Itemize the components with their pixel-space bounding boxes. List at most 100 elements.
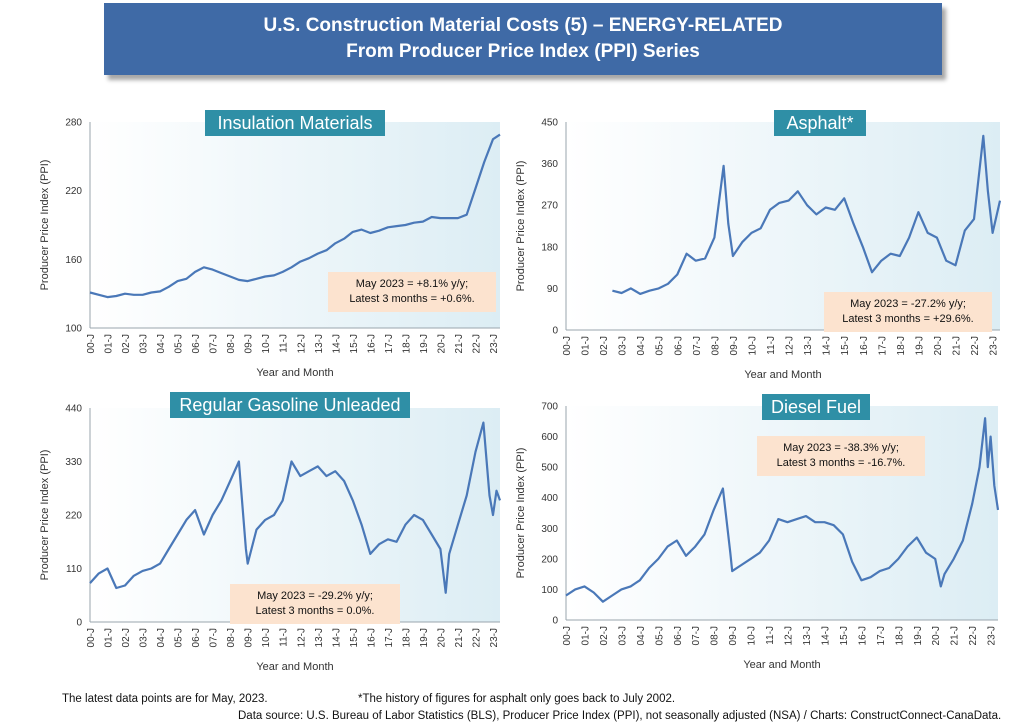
x-tick-label: 10-J	[261, 628, 272, 647]
x-tick-label: 03-J	[139, 628, 150, 647]
x-tick-label: 21-J	[454, 628, 465, 647]
x-tick-label: 12-J	[296, 628, 307, 647]
y-tick-label: 280	[65, 118, 82, 129]
x-tick-label: 01-J	[104, 628, 115, 647]
footer-latest-note: The latest data points are for May, 2023…	[62, 693, 268, 705]
x-tick-label: 09-J	[244, 628, 255, 647]
x-axis-label: Year and Month	[256, 367, 333, 379]
y-tick-label: 100	[541, 585, 558, 596]
x-tick-label: 00-J	[86, 628, 97, 647]
x-tick-label: 18-J	[896, 336, 907, 355]
chart-title: Regular Gasoline Unleaded	[179, 395, 400, 415]
y-tick-label: 360	[541, 159, 558, 170]
y-tick-label: 330	[65, 457, 82, 468]
chart-gasoline: 0 110 220 330 440 00-J 01-J 02-J 03-J 04-J 05-J 06-…	[39, 392, 502, 673]
series-line-insulation	[89, 133, 501, 299]
x-tick-label: 23-J	[987, 626, 998, 645]
x-tick-label: 12-J	[296, 334, 307, 353]
x-tick-label: 04-J	[156, 334, 167, 353]
annotation-box	[824, 292, 992, 332]
x-tick-label: 19-J	[914, 336, 925, 355]
header-title-line2: From Producer Price Index (PPI) Series	[346, 41, 700, 62]
y-axis-label: Producer Price Index (PPI)	[515, 448, 527, 579]
x-tick-label: 09-J	[729, 336, 740, 355]
y-tick-label: 500	[541, 463, 558, 474]
y-axis-label: Producer Price Index (PPI)	[515, 161, 527, 292]
y-tick-label: 700	[541, 402, 558, 413]
x-tick-label: 07-J	[209, 628, 220, 647]
x-tick-label: 16-J	[859, 336, 870, 355]
y-tick-label: 270	[541, 201, 558, 212]
x-tick-label: 06-J	[191, 334, 202, 353]
y-tick-label: 0	[552, 616, 558, 627]
x-tick-label: 10-J	[261, 334, 272, 353]
x-tick-label: 18-J	[401, 628, 412, 647]
x-tick-label: 04-J	[156, 628, 167, 647]
chart-title: Asphalt*	[786, 113, 853, 133]
chart-title: Diesel Fuel	[771, 397, 861, 417]
x-tick-label: 14-J	[331, 334, 342, 353]
annotation-line: May 2023 = +8.1% y/y;	[356, 278, 469, 290]
x-tick-label: 12-J	[784, 626, 795, 645]
x-tick-label: 23-J	[489, 334, 500, 353]
x-tick-label: 11-J	[279, 334, 290, 353]
x-tick-label: 05-J	[655, 336, 666, 355]
x-tick-label: 19-J	[913, 626, 924, 645]
annotation-box	[230, 584, 400, 624]
annotation-line: Latest 3 months = +29.6%.	[842, 313, 973, 325]
x-tick-label: 03-J	[617, 626, 628, 645]
x-tick-label: 21-J	[950, 626, 961, 645]
x-tick-label: 22-J	[471, 628, 482, 647]
x-tick-label: 17-J	[384, 334, 395, 353]
y-tick-label: 0	[552, 326, 558, 337]
x-tick-label: 10-J	[747, 336, 758, 355]
x-tick-label: 13-J	[802, 626, 813, 645]
annotation-line: Latest 3 months = 0.0%.	[256, 605, 375, 617]
x-tick-label: 14-J	[331, 628, 342, 647]
annotation-line: Latest 3 months = +0.6%.	[349, 293, 474, 305]
x-tick-label: 00-J	[562, 336, 573, 355]
x-tick-label: 13-J	[314, 628, 325, 647]
chart-insulation: 100 160 220 280 00-J 01-J 02-J 03-J 04-J 05-J 06-J…	[39, 110, 501, 379]
x-tick-label: 02-J	[121, 334, 132, 353]
x-tick-label: 05-J	[654, 626, 665, 645]
x-tick-label: 01-J	[581, 336, 592, 355]
x-tick-label: 05-J	[174, 628, 185, 647]
x-axis-label: Year and Month	[744, 369, 821, 381]
x-tick-label: 15-J	[349, 334, 360, 353]
y-tick-label: 400	[541, 493, 558, 504]
annotation-box	[328, 272, 496, 312]
y-tick-label: 300	[541, 524, 558, 535]
x-tick-label: 08-J	[226, 628, 237, 647]
series-line-gasoline	[89, 421, 502, 594]
y-axis-label: Producer Price Index (PPI)	[39, 160, 51, 291]
x-tick-label: 19-J	[419, 334, 430, 353]
chart-asphalt: 0 90 180 270 360 450 00-J 01-J 02-J 03-J 04-J 05-J 0…	[515, 110, 1002, 381]
x-tick-label: 06-J	[673, 626, 684, 645]
x-tick-label: 08-J	[710, 336, 721, 355]
chart-title-box	[170, 392, 410, 418]
x-tick-label: 03-J	[139, 334, 150, 353]
x-tick-label: 18-J	[401, 334, 412, 353]
y-tick-label: 220	[65, 186, 82, 197]
annotation-box	[757, 436, 925, 476]
x-tick-label: 06-J	[673, 336, 684, 355]
x-tick-label: 09-J	[728, 626, 739, 645]
x-tick-label: 15-J	[840, 336, 851, 355]
x-tick-label: 15-J	[839, 626, 850, 645]
annotation-line: May 2023 = -27.2% y/y;	[850, 298, 966, 310]
x-tick-label: 20-J	[436, 334, 447, 353]
y-tick-label: 100	[65, 324, 82, 335]
x-tick-label: 01-J	[580, 626, 591, 645]
x-tick-label: 01-J	[104, 334, 115, 353]
x-tick-label: 02-J	[121, 628, 132, 647]
x-tick-label: 14-J	[820, 626, 831, 645]
header-title-line1: U.S. Construction Material Costs (5) – E…	[263, 15, 783, 36]
x-tick-label: 15-J	[349, 628, 360, 647]
header-banner: U.S. Construction Material Costs (5) – E…	[104, 3, 942, 75]
chart-title-box	[774, 110, 866, 136]
x-tick-label: 07-J	[691, 626, 702, 645]
y-tick-label: 180	[541, 242, 558, 253]
x-tick-label: 22-J	[970, 336, 981, 355]
y-tick-label: 440	[65, 404, 82, 415]
